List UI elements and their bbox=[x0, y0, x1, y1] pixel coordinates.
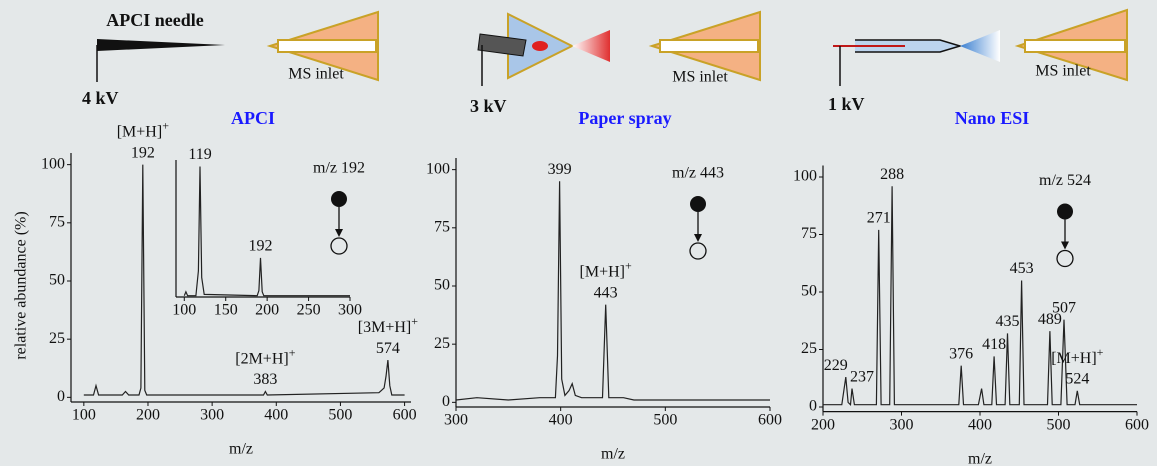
peak-label: 435 bbox=[995, 313, 1019, 330]
y-tick-label: 0 bbox=[809, 398, 817, 415]
x-tick-label: 200 bbox=[255, 302, 279, 319]
y-tick-label: 75 bbox=[434, 218, 450, 235]
fragment-arrowhead bbox=[694, 234, 702, 242]
y-tick-label: 50 bbox=[801, 283, 817, 300]
needle-label: APCI needle bbox=[106, 10, 204, 30]
peak-label: 229 bbox=[824, 357, 848, 374]
x-tick-label: 400 bbox=[264, 407, 288, 424]
inlet-label: MS inlet bbox=[672, 69, 728, 86]
y-tick-label: 25 bbox=[801, 340, 817, 357]
x-tick-label: 300 bbox=[890, 416, 914, 433]
ion-label: [3M+H]+ bbox=[358, 314, 418, 336]
peak-label: 376 bbox=[949, 345, 973, 362]
peak-label: 507 bbox=[1052, 299, 1076, 316]
y-tick-label: 75 bbox=[801, 225, 817, 242]
y-axis-label: relative abundance (%) bbox=[13, 211, 30, 359]
precursor-icon bbox=[690, 196, 706, 212]
y-tick-label: 100 bbox=[426, 160, 450, 177]
voltage-label: 1 kV bbox=[828, 94, 865, 114]
y-tick-label: 0 bbox=[57, 388, 65, 405]
inlet-label: MS inlet bbox=[1035, 63, 1091, 80]
spectrum-line bbox=[823, 186, 1137, 406]
peak-label: 192 bbox=[249, 238, 273, 255]
x-tick-label: 500 bbox=[328, 407, 352, 424]
peak-label: 383 bbox=[253, 371, 277, 388]
y-tick-label: 0 bbox=[442, 393, 450, 410]
x-tick-label: 100 bbox=[72, 407, 96, 424]
y-tick-label: 50 bbox=[434, 277, 450, 294]
ion-label: [2M+H]+ bbox=[235, 345, 295, 367]
x-tick-label: 300 bbox=[444, 412, 468, 429]
fragment-icon bbox=[689, 242, 707, 260]
fragment-icon bbox=[1056, 249, 1074, 268]
peak-label: 399 bbox=[548, 161, 572, 178]
fragment-arrowhead bbox=[335, 229, 343, 237]
precursor-icon bbox=[1057, 203, 1073, 220]
peak-label: 192 bbox=[131, 144, 155, 161]
x-tick-label: 500 bbox=[653, 412, 677, 429]
x-tick-label: 300 bbox=[338, 302, 362, 319]
x-tick-label: 300 bbox=[200, 407, 224, 424]
y-tick-label: 50 bbox=[49, 272, 65, 289]
peak-label: 574 bbox=[376, 340, 400, 357]
x-tick-label: 200 bbox=[136, 407, 160, 424]
x-tick-label: 150 bbox=[214, 302, 238, 319]
panel-title: APCI bbox=[231, 108, 275, 128]
peak-label: 453 bbox=[1010, 260, 1034, 277]
voltage-label: 4 kV bbox=[82, 88, 119, 108]
x-tick-label: 100 bbox=[172, 302, 196, 319]
x-axis-label: m/z bbox=[229, 441, 253, 458]
peak-label: 271 bbox=[867, 210, 891, 227]
x-axis-label: m/z bbox=[601, 446, 625, 463]
precursor-icon bbox=[331, 191, 347, 207]
peak-label: 119 bbox=[188, 146, 211, 163]
x-axis-label: m/z bbox=[968, 450, 992, 466]
ion-label: [M+H]+ bbox=[580, 258, 632, 280]
y-tick-label: 75 bbox=[49, 213, 65, 230]
x-tick-label: 400 bbox=[968, 416, 992, 433]
peak-label: 288 bbox=[880, 166, 904, 183]
apci-schematic: APCI needle 4 kV MS inlet bbox=[82, 10, 379, 108]
y-tick-label: 25 bbox=[49, 330, 65, 347]
x-tick-label: 250 bbox=[297, 302, 321, 319]
x-tick-label: 500 bbox=[1047, 416, 1071, 433]
precursor-label: m/z 192 bbox=[313, 160, 365, 177]
x-tick-label: 600 bbox=[1125, 416, 1149, 433]
fragment-icon bbox=[330, 237, 348, 255]
ion-label: [M+H]+ bbox=[117, 118, 169, 140]
spectrum-line bbox=[83, 164, 405, 396]
peak-label: 443 bbox=[594, 284, 618, 301]
peak-label: 524 bbox=[1065, 371, 1089, 388]
precursor-label: m/z 443 bbox=[672, 165, 724, 182]
inlet-label: MS inlet bbox=[288, 66, 344, 83]
paper-spray-schematic: 3 kV MS inlet bbox=[470, 10, 761, 116]
y-tick-label: 100 bbox=[41, 155, 65, 172]
panel-title: Nano ESI bbox=[955, 108, 1030, 128]
peak-label: 489 bbox=[1038, 311, 1062, 328]
precursor-label: m/z 524 bbox=[1039, 172, 1091, 189]
y-tick-label: 25 bbox=[434, 335, 450, 352]
ion-label: [M+H]+ bbox=[1051, 345, 1103, 367]
panel-title: Paper spray bbox=[578, 108, 671, 128]
x-tick-label: 200 bbox=[811, 416, 835, 433]
y-tick-label: 100 bbox=[793, 168, 817, 185]
peak-label: 237 bbox=[850, 368, 874, 385]
spectrum-line bbox=[183, 166, 350, 297]
x-tick-label: 600 bbox=[758, 412, 782, 429]
spectrum-line bbox=[455, 181, 770, 401]
x-tick-label: 400 bbox=[549, 412, 573, 429]
nano-esi-schematic: 1 kV MS inlet bbox=[828, 8, 1128, 114]
peak-label: 418 bbox=[982, 336, 1006, 353]
fragment-arrowhead bbox=[1061, 241, 1069, 250]
voltage-label: 3 kV bbox=[470, 96, 507, 116]
x-tick-label: 600 bbox=[393, 407, 417, 424]
